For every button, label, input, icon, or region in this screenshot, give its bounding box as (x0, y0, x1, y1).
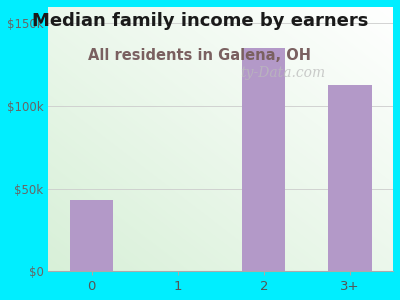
Bar (328, 85, 372, 271)
Text: All residents in Galena, OH: All residents in Galena, OH (88, 48, 312, 63)
Text: Median family income by earners: Median family income by earners (32, 12, 368, 30)
Text: ty-Data.com: ty-Data.com (240, 66, 325, 80)
Bar (70, 200, 113, 271)
Bar (242, 48, 285, 271)
